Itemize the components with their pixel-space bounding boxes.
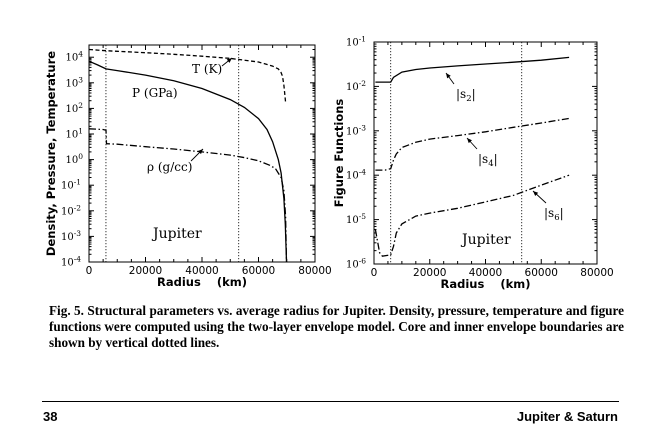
x-tick-label: 40000 <box>185 265 218 277</box>
y-tick-label: 10-1 <box>346 35 366 49</box>
x-axis-label: Radius (km) <box>441 277 531 291</box>
series-line <box>88 128 288 263</box>
chart-panel-2: 0 20000 40000 60000 80000 10-6 10-5 10-4 10-3 10-… <box>332 35 614 292</box>
y-tick-label: 10-6 <box>346 257 366 271</box>
label-arrowhead <box>533 191 539 197</box>
series-label: P (GPa) <box>132 86 178 100</box>
series-label: |s6| <box>544 206 564 223</box>
series-line <box>375 56 570 83</box>
footer-rule <box>42 401 619 402</box>
chart-annotation: Jupiter <box>151 226 202 242</box>
y-tick-label: 10-2 <box>346 79 366 93</box>
x-tick-label: 40000 <box>469 267 502 279</box>
y-tick-label: 104 <box>65 50 83 64</box>
chart-annotation: Jupiter <box>460 232 511 248</box>
y-tick-label: 10-5 <box>346 212 366 226</box>
y-tick-label: 10-4 <box>61 255 81 269</box>
label-arrowhead <box>197 149 203 155</box>
x-tick-label: 60000 <box>242 265 275 277</box>
x-tick-label: 0 <box>371 267 378 279</box>
label-arrowhead <box>226 58 232 63</box>
series-label: T (K) <box>192 62 222 76</box>
caption-label: Fig. 5. <box>49 303 84 318</box>
y-tick-label: 100 <box>65 152 83 166</box>
y-axis-label: Density, Pressure, Temperature <box>44 51 58 256</box>
series-line <box>88 48 287 103</box>
series-label: |s4| <box>478 152 498 169</box>
figure: 0 20000 40000 60000 80000 10-4 10-3 10-2 10-1 100… <box>44 35 614 292</box>
x-tick-label: 20000 <box>129 265 162 277</box>
y-tick-label: 10-3 <box>346 123 366 137</box>
series-label: |s2| <box>456 87 476 104</box>
x-axis-label: Radius (km) <box>157 275 247 289</box>
plot-frame <box>88 44 316 263</box>
chart-panel-1: 0 20000 40000 60000 80000 10-4 10-3 10-2 10-1 100… <box>44 44 332 289</box>
label-arrowhead <box>446 73 451 79</box>
y-tick-label: 10-2 <box>61 203 81 217</box>
series-line <box>374 174 570 257</box>
caption-text: Structural parameters vs. average radius… <box>49 303 624 350</box>
figure-caption: Fig. 5. Structural parameters vs. averag… <box>49 303 624 351</box>
y-tick-label: 103 <box>65 75 83 89</box>
y-tick-label: 102 <box>65 101 83 115</box>
x-tick-label: 0 <box>86 265 93 277</box>
series-label: ρ (g/cc) <box>147 160 192 174</box>
series-line <box>375 117 570 171</box>
x-tick-label: 60000 <box>525 267 558 279</box>
x-tick-label: 20000 <box>413 267 446 279</box>
running-title: Jupiter & Saturn <box>516 409 618 424</box>
y-tick-label: 10-1 <box>61 178 81 192</box>
y-tick-label: 101 <box>65 127 83 141</box>
y-axis-label: Figure Functions <box>332 99 346 208</box>
x-tick-label: 80000 <box>580 267 613 279</box>
label-arrowhead <box>467 138 472 144</box>
page-number: 38 <box>43 409 58 424</box>
y-tick-label: 10-3 <box>61 229 81 243</box>
x-tick-label: 80000 <box>298 265 331 277</box>
y-tick-label: 10-4 <box>346 168 366 182</box>
